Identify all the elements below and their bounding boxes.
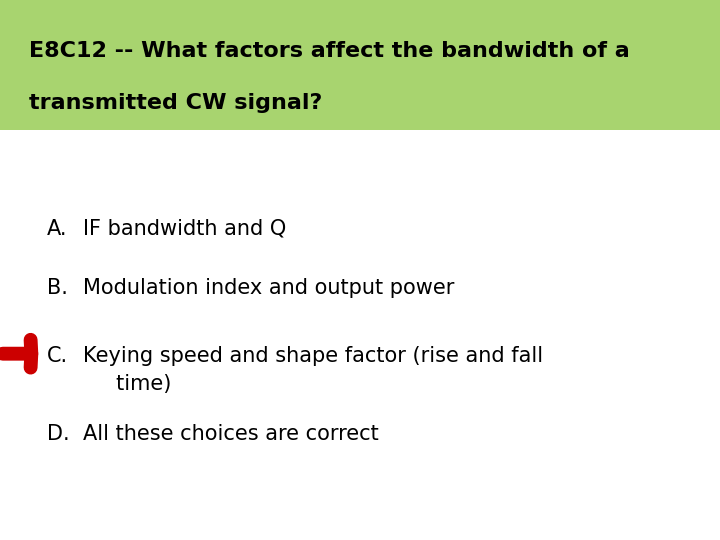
Text: A.: A. [47,219,67,239]
Text: transmitted CW signal?: transmitted CW signal? [29,92,322,113]
FancyBboxPatch shape [0,0,720,130]
Text: D.: D. [47,424,69,444]
Text: C.: C. [47,346,68,366]
Text: Keying speed and shape factor (rise and fall
     time): Keying speed and shape factor (rise and … [83,346,543,394]
Text: Modulation index and output power: Modulation index and output power [83,278,454,298]
Text: All these choices are correct: All these choices are correct [83,424,379,444]
Text: E8C12 -- What factors affect the bandwidth of a: E8C12 -- What factors affect the bandwid… [29,41,629,62]
Text: IF bandwidth and Q: IF bandwidth and Q [83,219,286,239]
Text: B.: B. [47,278,68,298]
